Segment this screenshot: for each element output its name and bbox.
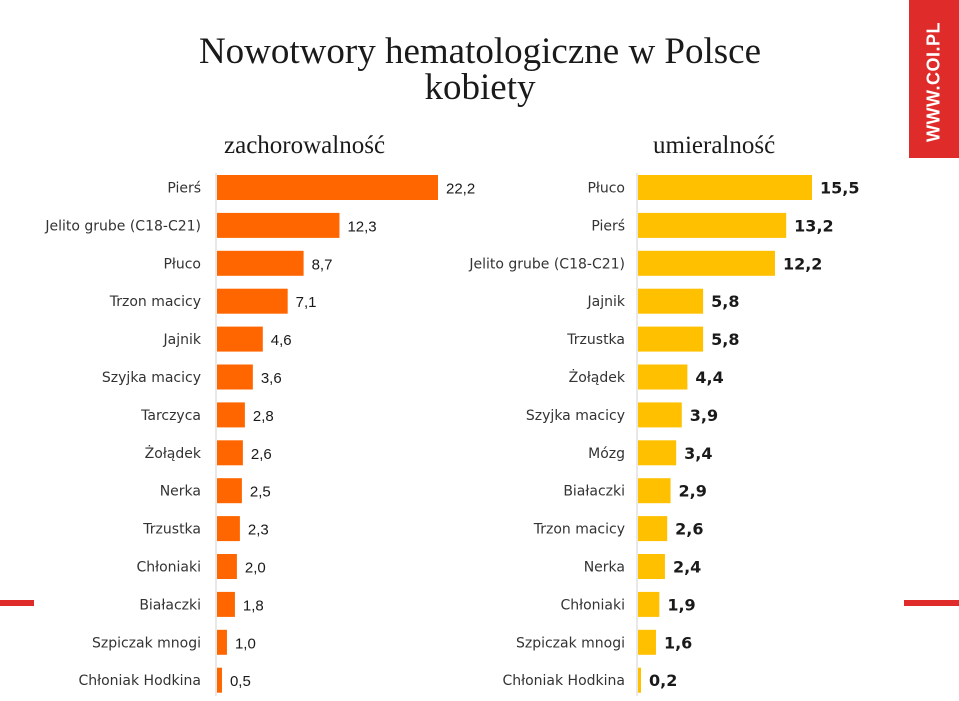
mortality-value-label: 4,4 (695, 368, 723, 387)
incidence-bar (217, 478, 242, 504)
mortality-category-label: Szpiczak mnogi (516, 635, 625, 651)
incidence-category-label: Szpiczak mnogi (92, 635, 201, 651)
mortality-bar (638, 175, 812, 200)
right-red-marker (904, 600, 959, 606)
mortality-category-label: Płuco (587, 181, 625, 197)
mortality-bar (638, 212, 787, 238)
incidence-category-label: Chłoniak Hodkina (78, 673, 201, 689)
incidence-category-label: Nerka (160, 484, 201, 500)
incidence-bar (217, 175, 438, 200)
page-title: Nowotwory hematologiczne w Polsce kobiet… (150, 31, 810, 108)
mortality-value-label: 15,5 (820, 179, 859, 198)
mortality-value-label: 2,6 (675, 520, 703, 539)
mortality-value-label: 0,2 (649, 671, 677, 690)
incidence-value-label: 2,8 (253, 408, 274, 425)
incidence-bar (217, 591, 235, 617)
incidence-bar (217, 629, 227, 655)
mortality-category-label: Szyjka macicy (526, 408, 625, 424)
incidence-value-label: 8,7 (312, 256, 333, 273)
mortality-bar (638, 629, 656, 655)
incidence-bar (217, 440, 243, 466)
mortality-value-label: 5,8 (711, 292, 739, 311)
incidence-category-label: Żołądek (145, 444, 202, 462)
incidence-value-label: 22,2 (446, 181, 475, 198)
mortality-value-label: 13,2 (794, 216, 833, 235)
mortality-value-label: 12,2 (783, 254, 822, 273)
incidence-bar (217, 667, 222, 693)
mortality-value-label: 5,8 (711, 330, 739, 349)
mortality-bar (638, 478, 671, 504)
mortality-category-label: Chłoniak Hodkina (502, 673, 625, 689)
mortality-bar (638, 554, 665, 579)
mortality-category-label: Żołądek (569, 368, 626, 386)
incidence-value-label: 2,0 (245, 560, 266, 577)
incidence-value-label: 2,6 (251, 446, 272, 463)
mortality-value-label: 3,4 (684, 444, 712, 463)
mortality-value-label: 1,6 (664, 633, 692, 652)
mortality-category-label: Białaczki (563, 484, 625, 500)
incidence-value-label: 0,5 (230, 673, 251, 690)
incidence-bar (217, 250, 304, 276)
mortality-bar (638, 326, 704, 352)
incidence-bar (217, 516, 240, 542)
mortality-bar (638, 288, 704, 314)
incidence-value-label: 2,3 (248, 522, 269, 539)
incidence-value-label: 1,8 (243, 597, 264, 614)
mortality-category-label: Nerka (584, 560, 625, 576)
incidence-category-label: Trzon macicy (109, 294, 201, 310)
title-line: Nowotwory hematologiczne w Polsce (198, 31, 762, 72)
brand-badge: WWW.COI.PL (909, 0, 959, 158)
incidence-chart-title: zachorowalność (224, 132, 386, 159)
incidence-value-label: 3,6 (261, 370, 282, 387)
subtitle-line: kobiety (424, 67, 536, 108)
mortality-value-label: 1,9 (667, 595, 695, 614)
incidence-bar (217, 326, 263, 352)
mortality-bar (638, 364, 688, 390)
mortality-category-label: Mózg (588, 446, 625, 462)
mortality-category-label: Pierś (591, 218, 625, 234)
incidence-bar (217, 212, 340, 238)
mortality-bar (638, 402, 682, 428)
mortality-value-label: 2,9 (679, 482, 707, 501)
mortality-chart-title: umieralność (653, 132, 776, 159)
left-red-marker (0, 600, 34, 606)
mortality-bar (638, 440, 677, 466)
mortality-value-label: 2,4 (673, 558, 701, 577)
mortality-category-label: Jajnik (587, 294, 626, 310)
incidence-category-label: Płuco (163, 256, 201, 272)
incidence-category-label: Jajnik (163, 332, 202, 348)
mortality-bar (638, 516, 668, 542)
incidence-bar (217, 402, 245, 428)
incidence-bar (217, 364, 253, 390)
incidence-bar (217, 288, 288, 314)
mortality-bar (638, 667, 641, 693)
incidence-value-label: 1,0 (235, 635, 256, 652)
mortality-category-label: Trzon macicy (533, 522, 625, 538)
incidence-value-label: 2,5 (250, 484, 271, 501)
incidence-category-label: Trzustka (142, 522, 201, 538)
mortality-bar (638, 591, 660, 617)
mortality-value-label: 3,9 (690, 406, 718, 425)
incidence-bar (217, 554, 237, 579)
incidence-category-label: Chłoniaki (136, 560, 201, 576)
incidence-category-label: Szyjka macicy (102, 370, 201, 386)
mortality-category-label: Chłoniaki (560, 597, 625, 613)
incidence-value-label: 4,6 (271, 332, 292, 349)
incidence-value-label: 7,1 (296, 294, 317, 311)
incidence-value-label: 12,3 (347, 218, 376, 235)
incidence-category-label: Białaczki (139, 597, 201, 613)
incidence-category-label: Tarczyca (140, 408, 201, 424)
mortality-category-label: Trzustka (566, 332, 625, 348)
mortality-category-label: Jelito grube (C18-C21) (468, 256, 625, 272)
incidence-category-label: Pierś (167, 181, 201, 197)
mortality-bar (638, 250, 775, 276)
incidence-category-label: Jelito grube (C18-C21) (44, 218, 201, 234)
